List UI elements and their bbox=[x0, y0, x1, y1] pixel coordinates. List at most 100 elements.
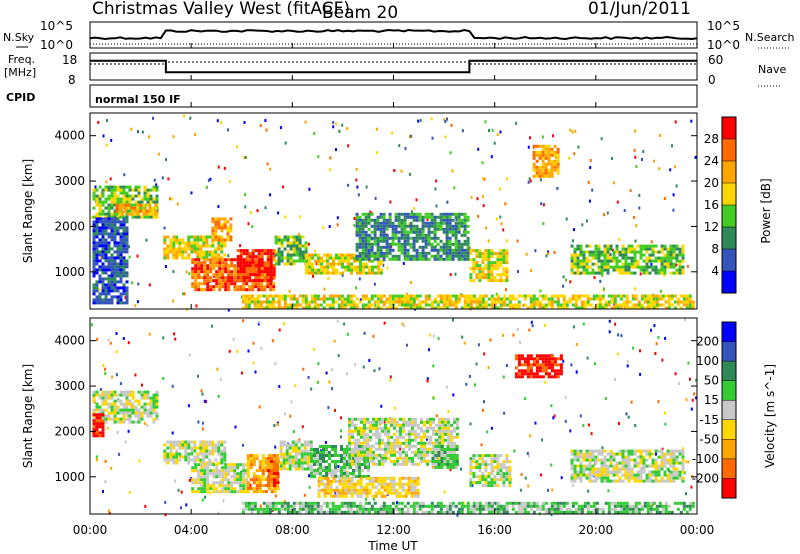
data-cell bbox=[588, 271, 592, 275]
data-cell bbox=[149, 411, 153, 415]
data-cell bbox=[645, 256, 649, 260]
data-cell bbox=[366, 453, 369, 457]
data-cell bbox=[107, 402, 111, 406]
data-cell bbox=[143, 408, 147, 412]
data-cell bbox=[600, 265, 604, 269]
data-cell bbox=[403, 239, 407, 243]
data-cell bbox=[227, 258, 231, 262]
data-cell bbox=[382, 233, 386, 237]
data-cell bbox=[283, 300, 287, 304]
data-speckle bbox=[217, 395, 220, 398]
data-cell bbox=[172, 443, 176, 447]
data-cell bbox=[320, 259, 323, 263]
data-cell bbox=[361, 254, 365, 258]
data-speckle bbox=[468, 374, 471, 378]
data-cell bbox=[397, 294, 401, 298]
data-cell bbox=[295, 303, 299, 307]
data-speckle bbox=[365, 185, 368, 189]
data-speckle bbox=[431, 465, 434, 468]
data-cell bbox=[393, 426, 396, 430]
data-cell bbox=[277, 256, 281, 260]
data-cell bbox=[304, 294, 308, 298]
data-cell bbox=[133, 209, 137, 213]
data-cell bbox=[396, 438, 399, 442]
data-cell bbox=[442, 303, 446, 307]
data-cell bbox=[119, 200, 123, 204]
data-cell bbox=[520, 294, 524, 298]
data-cell bbox=[209, 261, 213, 265]
data-cell bbox=[218, 472, 222, 476]
data-cell bbox=[366, 435, 369, 439]
data-cell bbox=[125, 396, 129, 400]
data-cell bbox=[424, 236, 428, 240]
data-cell bbox=[454, 233, 458, 237]
data-cell bbox=[403, 233, 407, 237]
data-cell bbox=[349, 300, 353, 304]
data-speckle bbox=[336, 223, 339, 227]
data-cell bbox=[256, 297, 260, 301]
data-cell bbox=[257, 252, 261, 256]
data-cell bbox=[350, 262, 353, 266]
data-cell bbox=[366, 450, 369, 454]
data-speckle bbox=[634, 287, 636, 291]
data-cell bbox=[98, 206, 102, 210]
data-cell bbox=[110, 402, 114, 406]
data-speckle bbox=[674, 165, 677, 169]
data-cell bbox=[418, 215, 422, 219]
data-cell bbox=[128, 393, 132, 397]
data-cell bbox=[280, 250, 284, 254]
data-cell bbox=[424, 300, 428, 304]
data-cell bbox=[122, 408, 126, 412]
data-cell bbox=[251, 285, 255, 289]
data-cell bbox=[267, 478, 270, 482]
data-cell bbox=[433, 233, 437, 237]
data-cell bbox=[344, 253, 347, 257]
data-speckle bbox=[332, 125, 335, 129]
data-speckle bbox=[490, 155, 493, 159]
data-cell bbox=[393, 444, 396, 448]
data-cell bbox=[375, 462, 378, 466]
data-cell bbox=[217, 241, 221, 245]
data-cell bbox=[363, 438, 366, 442]
data-cell bbox=[323, 259, 326, 263]
data-cell bbox=[199, 253, 203, 257]
data-cell bbox=[249, 460, 253, 464]
data-cell bbox=[263, 288, 267, 292]
data-speckle bbox=[258, 405, 261, 409]
data-cell bbox=[283, 262, 287, 266]
data-cell bbox=[236, 255, 240, 259]
data-speckle bbox=[426, 218, 429, 222]
data-cell bbox=[412, 297, 416, 301]
data-cell bbox=[301, 259, 305, 263]
data-cell bbox=[131, 405, 135, 409]
data-cell bbox=[370, 297, 374, 301]
data-cell bbox=[104, 256, 108, 260]
chart-title: Christmas Valley West (fitACF) bbox=[92, 0, 350, 19]
data-speckle bbox=[573, 325, 576, 329]
data-cell bbox=[448, 303, 452, 307]
data-speckle bbox=[589, 166, 592, 169]
data-cell bbox=[212, 288, 216, 292]
data-speckle bbox=[608, 319, 611, 323]
data-cell bbox=[394, 227, 398, 231]
data-cell bbox=[547, 300, 551, 304]
data-cell bbox=[370, 248, 374, 252]
data-cell bbox=[134, 405, 138, 409]
data-cell bbox=[556, 156, 560, 160]
data-cell bbox=[326, 259, 329, 263]
data-cell bbox=[444, 438, 447, 442]
data-speckle bbox=[228, 349, 231, 353]
data-cell bbox=[391, 257, 395, 261]
data-cell bbox=[305, 262, 308, 266]
data-cell bbox=[378, 459, 381, 463]
data-cell bbox=[92, 247, 96, 251]
data-cell bbox=[657, 271, 661, 275]
data-speckle bbox=[338, 129, 341, 133]
data-cell bbox=[414, 423, 417, 427]
data-cell bbox=[417, 450, 420, 454]
data-cell bbox=[92, 250, 96, 254]
data-cell bbox=[573, 256, 577, 260]
data-cell bbox=[448, 257, 452, 261]
data-speckle bbox=[97, 120, 100, 124]
data-speckle bbox=[469, 422, 472, 426]
